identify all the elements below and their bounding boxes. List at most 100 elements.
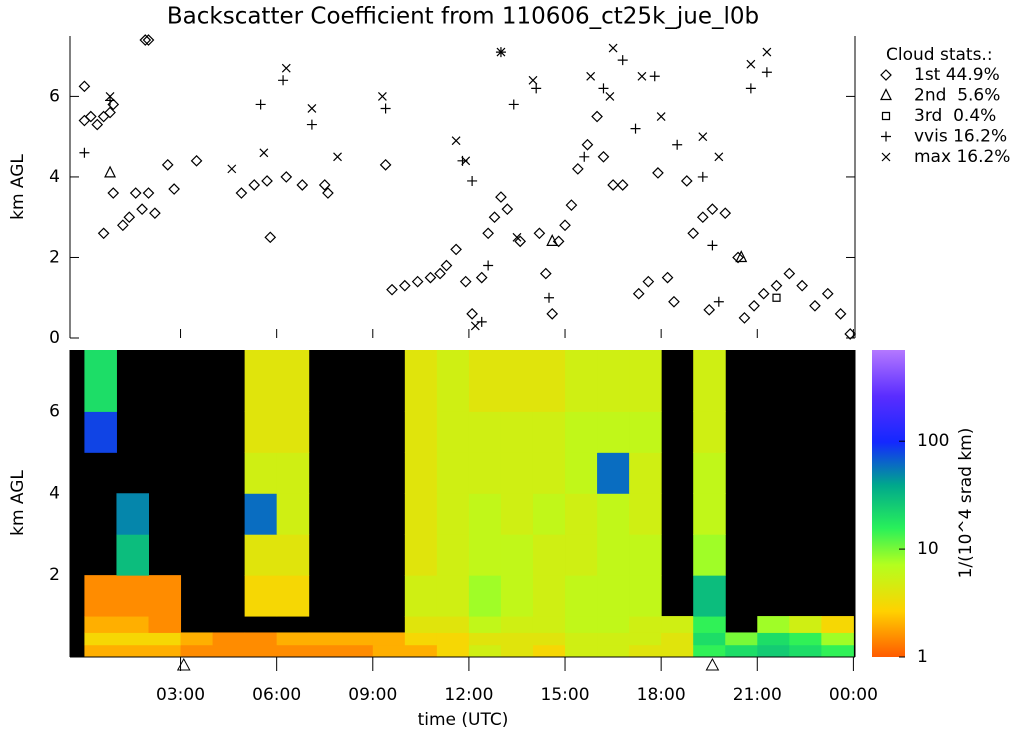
heatmap-cell [244,534,278,576]
marker-diamond [821,287,834,300]
heatmap-cell [468,616,502,633]
heatmap-cell [821,644,854,658]
heatmap-cell [629,534,662,576]
marker-diamond [552,235,565,248]
marker-x [307,104,317,113]
heatmap-cell [340,632,374,646]
heatmap-cell [180,632,214,646]
heatmap-cell [84,644,117,658]
heatmap-cell [725,644,758,658]
heatmap-cell [693,575,726,617]
marker-diamond [117,219,129,232]
heatmap-cell [404,575,438,617]
marker-plus [598,83,609,94]
heatmap-cell [468,350,502,412]
marker-diamond [796,279,808,292]
heatmap-cell [757,616,790,633]
heatmap-cell [693,616,726,633]
marker-diamond [440,259,453,272]
heatmap-cell [500,493,534,535]
marker-diamond [434,267,446,280]
heatmap-cell [532,632,566,646]
heatmap-cell [340,644,374,658]
marker-diamond [91,118,104,131]
marker-plus [881,131,891,142]
heatmap-cell [629,644,662,658]
heatmap-cell [468,452,502,494]
marker-x [496,47,506,57]
y-tick-label: 0 [49,328,60,348]
heatmap-cell [276,411,310,453]
marker-plus [380,103,391,114]
marker-diamond [482,227,494,240]
marker-plus [278,75,289,86]
marker-diamond [123,211,136,224]
marker-plus [79,147,90,158]
marker-diamond [501,203,514,215]
heatmap-cell [148,632,182,646]
colorbar-tick-label: 1 [917,647,928,667]
marker-diamond [129,187,142,199]
marker-plus [306,119,317,130]
heatmap-cell [212,644,246,658]
marker-x [714,152,724,162]
heatmap-cell [500,452,534,494]
marker-diamond [642,275,655,288]
marker-diamond [581,138,594,151]
heatmap-cell [276,493,310,535]
heatmap-cell [468,644,502,658]
heatmap-cell [565,350,598,412]
marker-x [762,47,772,57]
marker-diamond [379,159,392,171]
heatmap-cell [436,575,470,617]
marker-diamond [142,34,155,46]
heatmap-cell [84,411,117,453]
y-tick-label: 6 [49,401,60,421]
heatmap-cell [565,632,598,646]
heatmap-cell [436,644,470,658]
marker-x [227,164,237,174]
heatmap-cell [116,632,149,646]
y-axis-label: km AGL [8,470,28,536]
heatmap-cell [468,411,502,453]
heatmap-cell [629,493,662,535]
heatmap-cell [404,452,438,494]
heatmap-cell [468,632,502,646]
heatmap-cell [693,644,726,658]
chart-title: Backscatter Coefficient from 110606_ct25… [167,4,759,30]
marker-diamond [261,175,273,187]
heatmap-cell [308,644,342,658]
marker-diamond [732,251,744,264]
marker-diamond [880,69,892,81]
colorbar-label: 1/(10^4 srad km) [956,428,976,579]
heatmap-cell [276,534,310,576]
marker-diamond [539,267,552,280]
heatmap-cell [500,575,534,617]
heatmap-cell [500,644,534,658]
marker-x [281,63,291,73]
legend-label: max 16.2% [914,147,1010,167]
marker-diamond [475,271,488,284]
marker-diamond [738,312,751,324]
heatmap-cell [693,411,726,453]
marker-x [470,321,480,331]
heatmap-cell [404,350,438,412]
heatmap-cell [757,632,790,646]
heatmap-cell [661,632,694,646]
marker-diamond [450,243,462,256]
heatmap-cell [276,350,310,412]
x-axis-label: time (UTC) [418,710,509,730]
heatmap-cell [629,575,662,617]
heatmap-cell [244,350,278,412]
heatmap-cell [565,493,598,535]
heatmap-cell [597,632,630,646]
heatmap-cell [276,632,310,646]
heatmap-cell [404,632,438,646]
heatmap-cell [116,616,149,633]
legend-label: 2nd 5.6% [914,86,1000,106]
x-tick-label: 03:00 [156,685,205,705]
marker-diamond [386,283,398,296]
heatmap-cell [565,411,598,453]
marker-triangle [546,234,559,246]
heatmap-cell [116,534,149,576]
